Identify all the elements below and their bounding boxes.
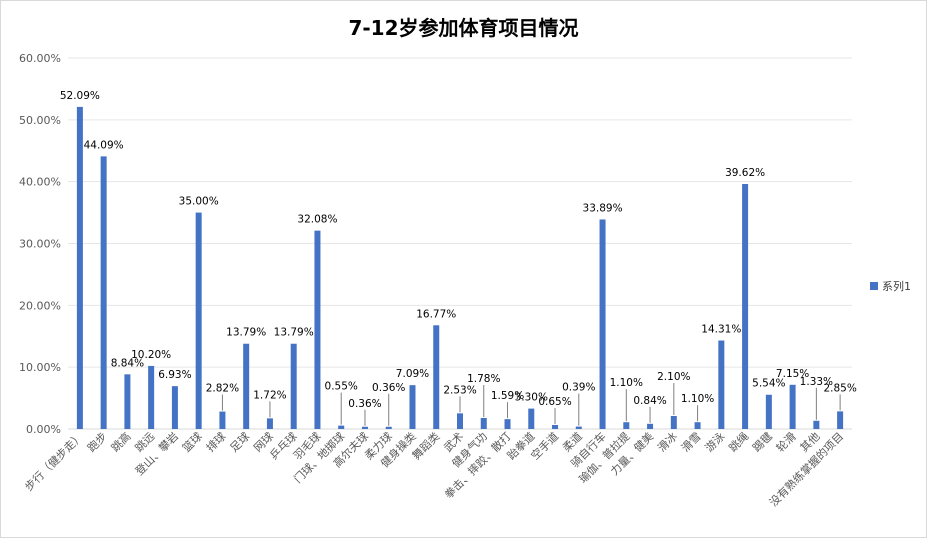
x-tick-label: 跳绳 [726,429,751,454]
bar [290,343,297,429]
x-tick-label: 步行（健步走） [22,430,86,494]
bar [243,343,250,429]
bar [480,417,487,429]
legend: 系列1 [870,278,911,294]
bar [670,416,677,429]
data-label: 1.59% [491,390,524,402]
x-tick-label: 跳高 [108,429,133,454]
data-label: 3.30% [515,392,548,404]
bar [647,423,654,429]
bar [742,184,749,429]
bar [219,411,226,429]
x-tick-label: 空手道 [528,429,561,462]
data-label: 32.08% [297,214,337,226]
bar [124,374,131,429]
data-label: 44.09% [84,139,124,151]
data-label: 33.89% [583,202,623,214]
data-label: 2.53% [443,384,476,396]
bar [599,219,606,429]
y-tick-label: 60.00% [19,52,61,65]
y-tick-label: 0.00% [26,423,61,436]
data-label: 7.09% [396,368,429,380]
data-label: 52.09% [60,90,100,102]
y-tick-label: 10.00% [19,361,61,374]
data-label: 14.31% [701,324,741,336]
data-label: 6.93% [158,369,191,381]
data-label: 1.33% [800,376,833,388]
bar [457,413,463,429]
x-tick-label: 排球 [203,429,228,454]
y-tick-label: 30.00% [19,238,61,251]
bar [789,384,796,429]
legend-label: 系列1 [882,280,911,293]
y-tick-label: 20.00% [19,299,61,312]
data-label: 0.36% [348,398,381,410]
x-tick-label: 足球 [227,429,252,454]
bar [171,386,178,429]
bar [837,411,844,429]
x-tick-label: 游泳 [702,429,727,454]
bar [694,422,701,429]
data-label: 8.84% [111,357,144,369]
data-label: 1.10% [610,377,643,389]
data-label: 0.55% [325,381,358,393]
data-label: 35.00% [179,196,219,208]
x-tick-label: 跑步 [84,429,109,454]
bar [266,418,273,429]
bar [765,394,772,429]
bar [148,365,155,429]
data-label: 39.62% [725,167,765,179]
bar [813,420,820,429]
bar [361,426,368,429]
data-label: 1.78% [467,373,500,385]
data-label: 13.79% [274,327,314,339]
bar [552,424,559,429]
chart-title: 7-12岁参加体育项目情况 [348,16,579,40]
data-label: 0.84% [633,395,666,407]
data-label: 2.10% [657,371,690,383]
data-label: 1.72% [253,389,286,401]
data-label: 10.20% [131,349,171,361]
bar [575,426,582,429]
data-label: 2.82% [206,383,239,395]
x-tick-label: 踢毽 [750,429,775,454]
x-tick-label: 篮球 [179,429,204,454]
data-label: 5.54% [752,378,785,390]
x-tick-label: 舞蹈类 [409,429,442,462]
bar [718,340,725,429]
data-label: 1.10% [681,393,714,405]
data-label: 13.79% [226,327,266,339]
bar [195,212,202,429]
x-tick-label: 滑雪 [679,430,704,455]
bar [433,325,440,429]
bar [338,425,345,429]
bar [76,106,83,430]
bar [504,419,511,429]
bar [100,156,107,429]
bar [409,385,416,429]
y-tick-label: 50.00% [19,114,61,127]
bar [314,230,321,429]
legend-swatch [870,282,878,290]
data-label: 2.85% [823,382,856,394]
bar [528,408,535,429]
data-label: 16.77% [416,308,456,320]
bar [385,426,392,429]
y-tick-label: 40.00% [19,176,61,189]
data-label: 0.39% [562,382,595,394]
x-tick-label: 滑冰 [655,430,680,455]
data-label: 0.36% [372,382,405,394]
data-label: 0.65% [538,396,571,408]
x-tick-label: 轮滑 [773,429,798,454]
bar [623,422,630,429]
data-label: 7.15% [776,368,809,380]
